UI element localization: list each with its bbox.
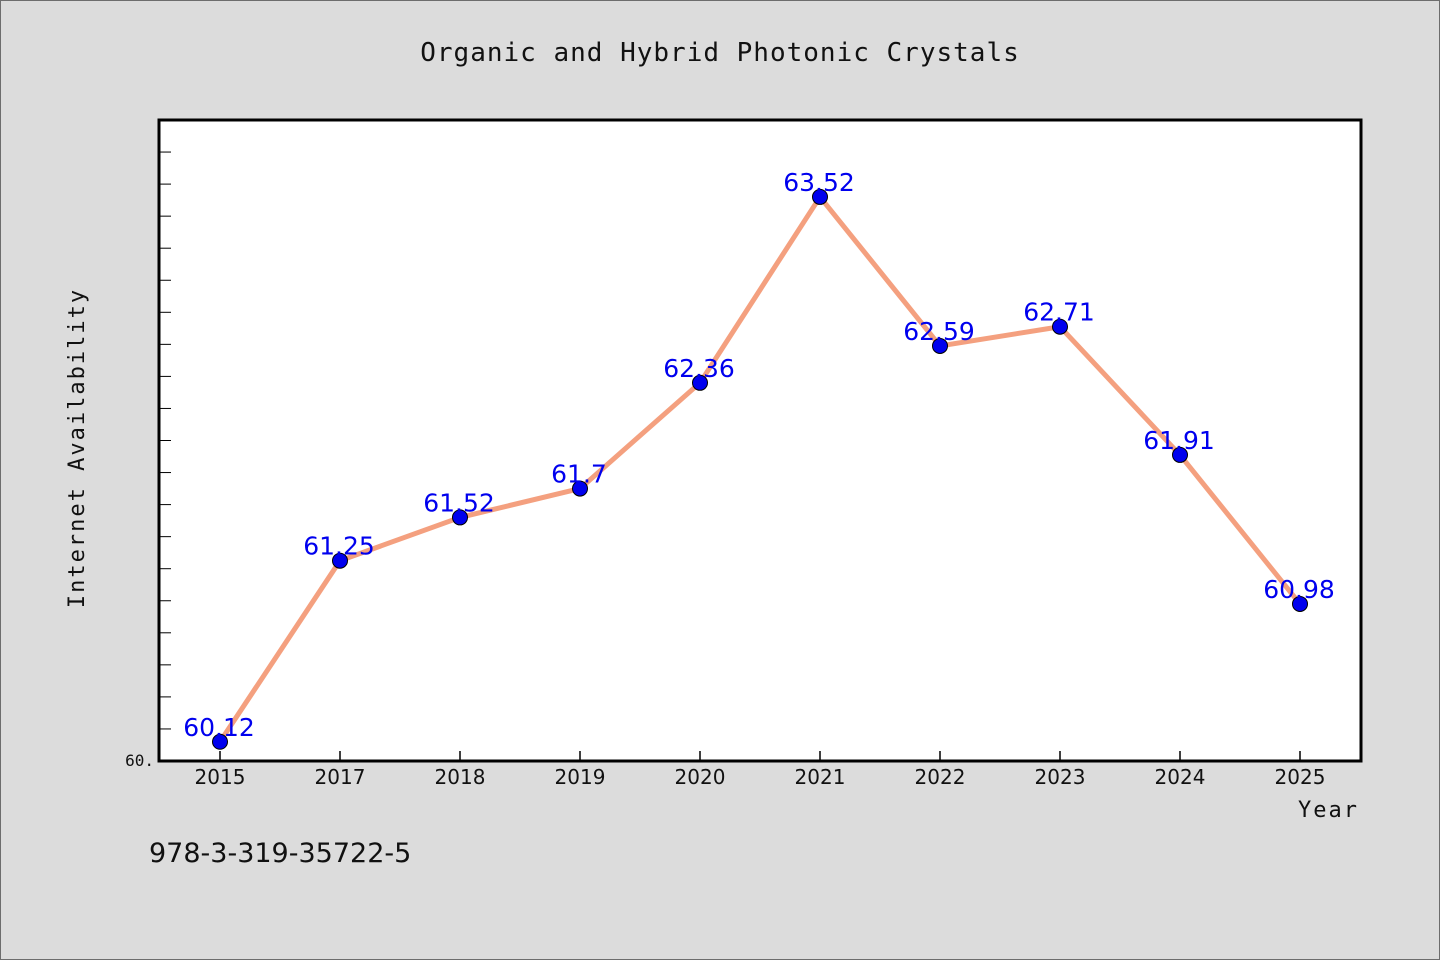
- data-label: 61.7: [551, 460, 607, 489]
- data-point: [212, 733, 228, 750]
- data-label: 63.52: [783, 168, 855, 197]
- x-tick-label: 2024: [1155, 765, 1206, 789]
- y-axis-title: Internet Availability: [65, 288, 90, 608]
- x-tick-label: 2021: [795, 765, 846, 789]
- data-point: [332, 552, 348, 569]
- data-point: [1052, 318, 1068, 335]
- data-markers: [212, 188, 1308, 750]
- plot-area: [157, 118, 1363, 763]
- data-label: 60.98: [1263, 575, 1335, 604]
- data-point: [692, 374, 708, 391]
- data-label: 61.25: [303, 532, 375, 561]
- x-tick-label: 2015: [195, 765, 246, 789]
- x-tick-label: 2025: [1275, 765, 1326, 789]
- series-line: [217, 194, 1303, 745]
- x-tick-label: 2020: [675, 765, 726, 789]
- x-tick-label: 2017: [315, 765, 366, 789]
- data-point: [1292, 595, 1308, 612]
- x-tick-label: 2018: [435, 765, 486, 789]
- y-tick-label-min: 60.: [125, 751, 154, 770]
- x-tick-label: 2019: [555, 765, 606, 789]
- isbn-text: 978-3-319-35722-5: [149, 838, 411, 869]
- chart-title: Organic and Hybrid Photonic Crystals: [420, 38, 1020, 68]
- x-tick-label: 2022: [915, 765, 966, 789]
- data-label: 62.71: [1023, 298, 1095, 327]
- data-point: [1172, 446, 1188, 463]
- data-label: 60.12: [183, 713, 255, 742]
- data-label: 62.59: [903, 317, 975, 346]
- data-point: [572, 480, 588, 497]
- x-axis-ticks: 2015 2017 2018 2019 2020 2021 2022 2023 2024 2025: [195, 751, 1326, 789]
- data-labels: 60.12 61.25 61.52 61.7 62.36 63.52 62.59 62.71 6…: [183, 168, 1335, 742]
- data-point: [932, 337, 948, 354]
- x-tick-label: 2023: [1035, 765, 1086, 789]
- data-label: 61.91: [1143, 426, 1215, 455]
- data-point: [812, 188, 828, 205]
- data-point: [452, 509, 468, 526]
- data-label: 61.52: [423, 488, 495, 517]
- y-axis-ticks: [159, 151, 171, 730]
- data-label: 62.36: [663, 354, 735, 383]
- x-axis-title: Year: [1298, 798, 1359, 823]
